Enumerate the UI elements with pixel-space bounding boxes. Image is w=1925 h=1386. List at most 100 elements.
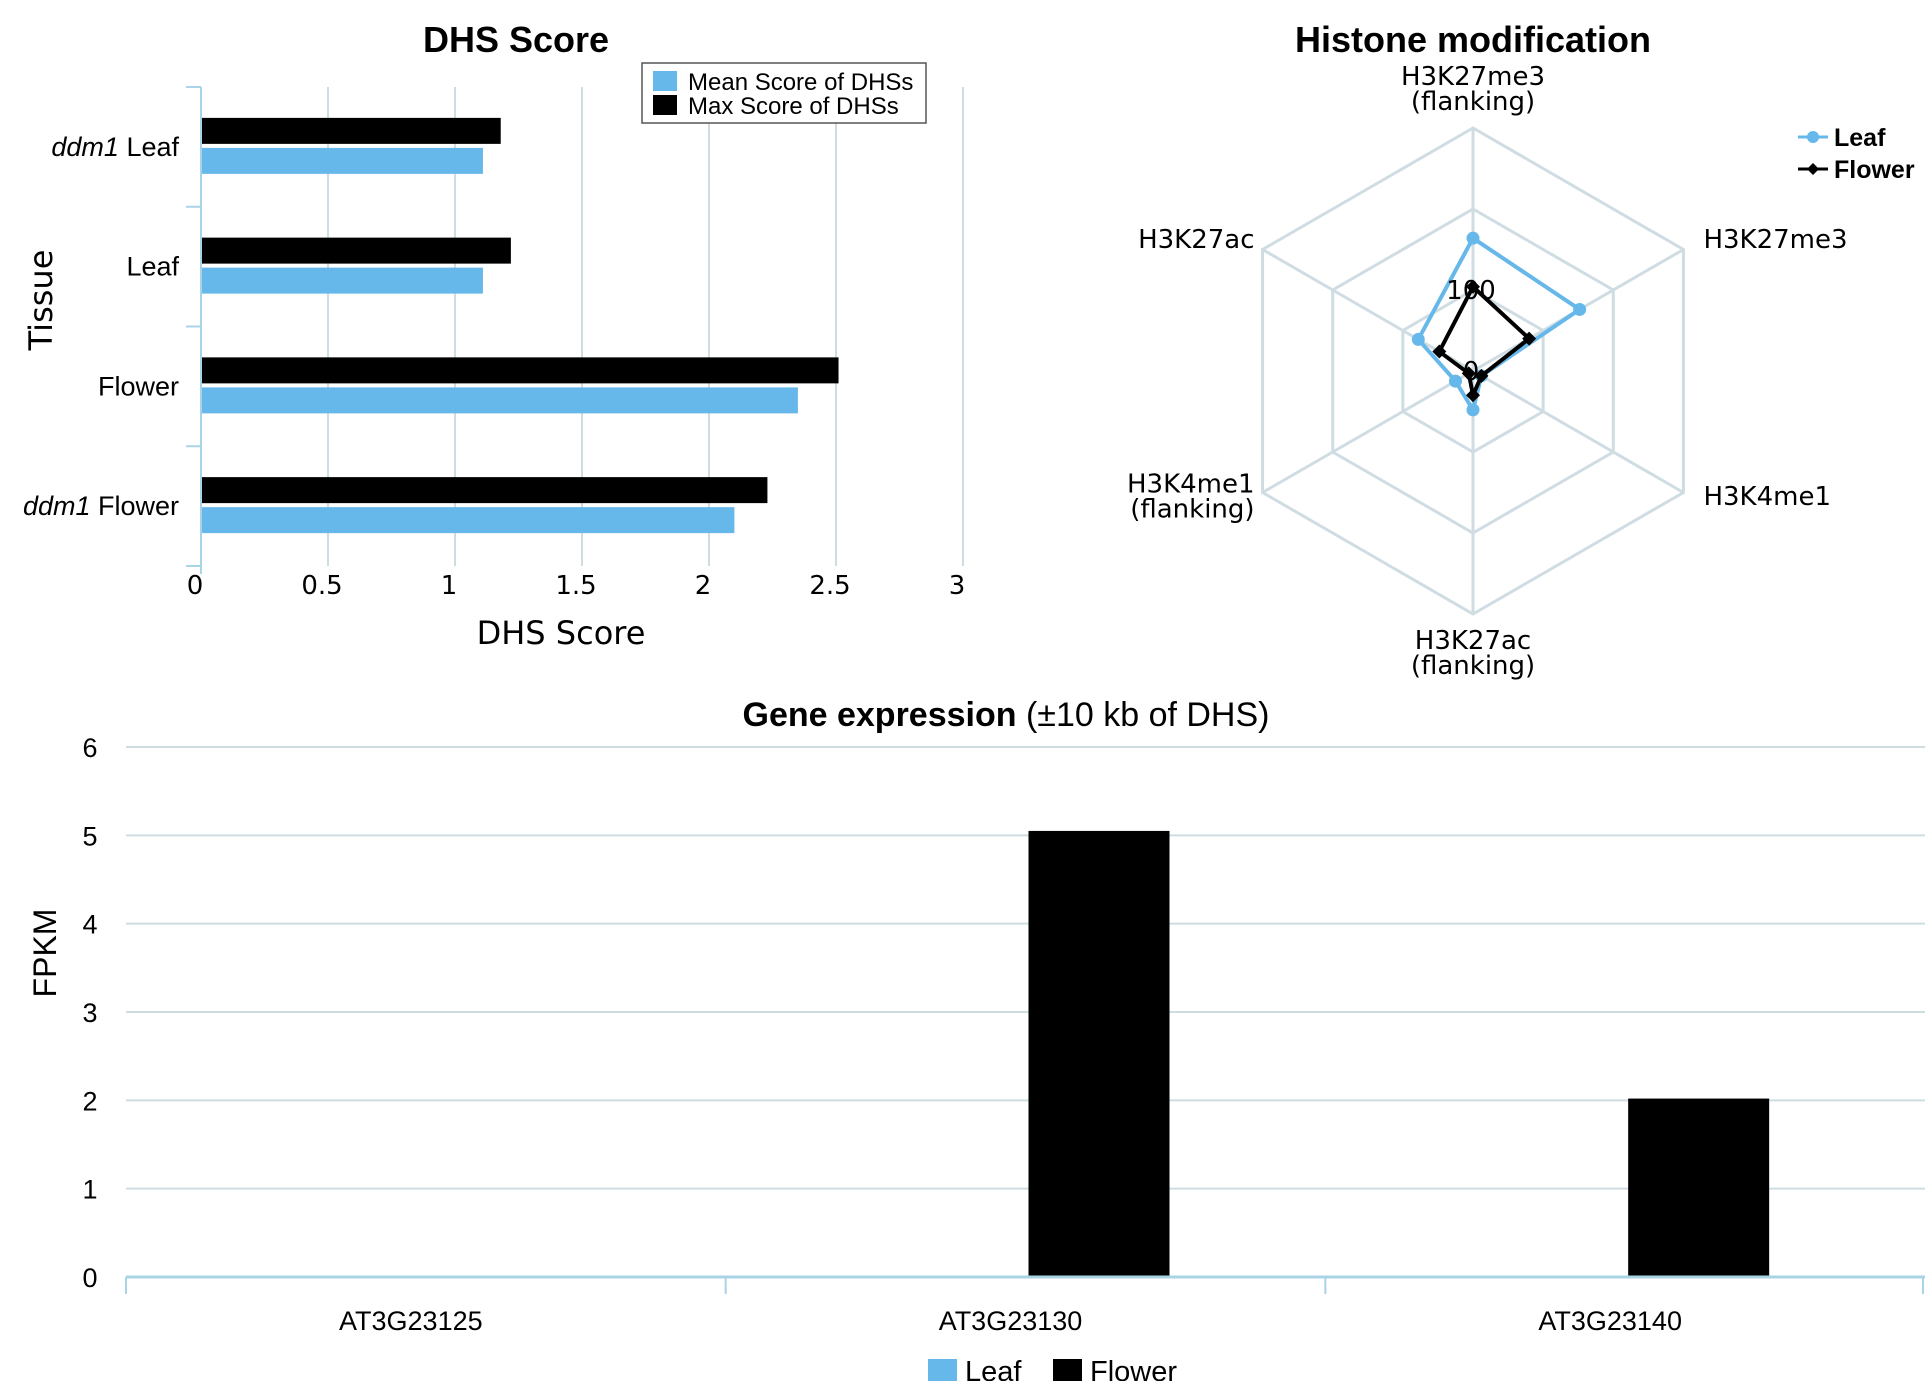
dhs-category-label: ddm1 Leaf [51,132,179,162]
dhs-category-label: ddm1 Flower [23,491,179,521]
radar-point [1411,332,1425,346]
radar-axis-label-line: H3K4me1 [1703,482,1831,512]
radar-axis-label-line: H3K27me3 [1703,225,1847,255]
radar-axis-label: H3K27me3 [1703,225,1847,255]
gene-expression-chart: Gene expression (±10 kb of DHS) 0123456 … [27,696,1925,1386]
dhs-x-tick-label: 2.5 [809,571,850,601]
legend-label-flower: Flower [1834,156,1915,184]
radar-axis-label-line: H3K27ac [1138,225,1254,255]
gene-y-tick-label: 3 [82,998,97,1028]
radar-ring-label: 0 [1463,357,1480,387]
radar-grid [1261,126,1685,616]
radar-series-line [1416,236,1582,412]
gene-bars [1028,830,1770,1277]
radar-axis-label-line: (flanking) [1411,651,1535,681]
legend-marker-leaf [1807,131,1819,143]
dhs-bar-mean [201,267,483,294]
radar-axis-label: H3K27ac (flanking) [1411,626,1535,681]
legend-label-gene-leaf: Leaf [965,1356,1022,1381]
dhs-x-axis-label: DHS Score [477,614,646,652]
radar-axis-labels: H3K27me3 (flanking)H3K27me3H3K4me1H3K27ac… [1127,62,1848,681]
dhs-x-tick-label: 0 [187,571,204,601]
radar-axis-label: H3K27me3 (flanking) [1401,62,1545,117]
dhs-bar-max [201,477,768,504]
dhs-category-label: Leaf [126,252,179,282]
radar-point [1461,366,1476,381]
dhs-x-tick-label: 1.5 [555,571,596,601]
radar-ring-label: 100 [1446,276,1496,306]
radar-spoke [1472,369,1685,494]
radar-chart-title: Histone modification [1295,19,1651,60]
radar-point [1474,368,1489,383]
radar-spoke [1261,369,1474,494]
dhs-x-tick-label: 1 [441,571,458,601]
radar-point [1573,302,1587,316]
gene-chart-subtitle: (±10 kb of DHS) [1017,696,1270,734]
gene-chart-title: Gene expression (±10 kb of DHS) [743,696,1270,734]
legend-label-leaf: Leaf [1834,124,1886,152]
gene-chart-title-main: Gene expression [743,696,1017,734]
gene-category-labels: AT3G23125 AT3G23130 AT3G23140 [339,1306,1682,1336]
radar-ring-labels: 0 100 [1446,276,1496,387]
gene-bar-flower [1028,830,1170,1277]
dhs-category-italic: ddm1 [51,132,119,162]
dhs-bar-max [201,237,511,264]
dhs-legend: Mean Score of DHSs Max Score of DHSs [641,62,927,124]
radar-point [1522,331,1537,346]
legend-label-mean: Mean Score of DHSs [688,69,913,96]
gene-y-tick-labels: 0 1 2 3 4 5 6 [82,733,97,1293]
dhs-x-tick-label: 0.5 [301,571,342,601]
dhs-x-tick-label: 3 [949,571,966,601]
radar-axis-label-line: H3K27ac [1415,626,1531,656]
dhs-bar-max [201,117,501,144]
dhs-category-italic: ddm1 [23,491,91,521]
dhs-category-text: Leaf [126,252,179,282]
radar-axis-label: H3K4me1 [1703,482,1831,512]
gene-y-tick-label: 4 [82,910,97,940]
legend-label-gene-flower: Flower [1090,1356,1177,1381]
radar-axis-label: H3K27ac [1138,225,1254,255]
radar-series [1411,231,1587,417]
dhs-bar-mean [201,507,735,534]
gene-category-label: AT3G23125 [339,1306,483,1336]
dhs-category-text: Flower [98,371,179,401]
radar-axis-label-line: (flanking) [1130,495,1254,525]
legend-swatch-flower [1053,1359,1082,1381]
gene-y-tick-label: 1 [82,1175,97,1205]
dhs-legend-box [641,62,927,124]
dhs-bars [201,117,839,534]
radar-point [1448,374,1462,388]
radar-point [1466,388,1480,403]
gene-category-label: AT3G23130 [939,1306,1083,1336]
legend-swatch-leaf [928,1359,957,1381]
radar-point [1466,403,1480,417]
legend-swatch-mean [653,71,677,91]
dhs-x-tick-labels: 0 0.5 1 1.5 2 2.5 3 [187,571,966,601]
gene-y-tick-label: 6 [82,733,97,763]
dhs-category-text: Flower [90,491,179,521]
gene-legend: Leaf Flower [928,1356,1177,1386]
legend-swatch-max [653,95,677,115]
gene-bar-flower [1628,1098,1770,1277]
radar-point [1432,344,1447,359]
dhs-y-axis-label: Tissue [22,250,60,352]
dhs-bar-mean [201,387,798,414]
gene-category-label: AT3G23140 [1538,1306,1682,1336]
dhs-chart-title: DHS Score [423,19,609,60]
dhs-bar-max [201,357,839,384]
radar-legend: Leaf Flower [1798,124,1915,184]
legend-marker-flower [1807,163,1819,175]
radar-axis-label-line: H3K4me1 [1127,470,1255,500]
gene-y-tick-label: 2 [82,1086,97,1116]
gene-y-tick-label: 0 [82,1263,97,1293]
gene-y-tick-label: 5 [82,821,97,851]
radar-axis-label: H3K4me1 (flanking) [1127,470,1255,525]
radar-point [1466,231,1480,245]
radar-axis-label-line: H3K27me3 [1401,62,1545,92]
dhs-category-label: Flower [98,371,179,401]
radar-axis-label-line: (flanking) [1411,87,1535,117]
radar-point [1466,279,1480,294]
